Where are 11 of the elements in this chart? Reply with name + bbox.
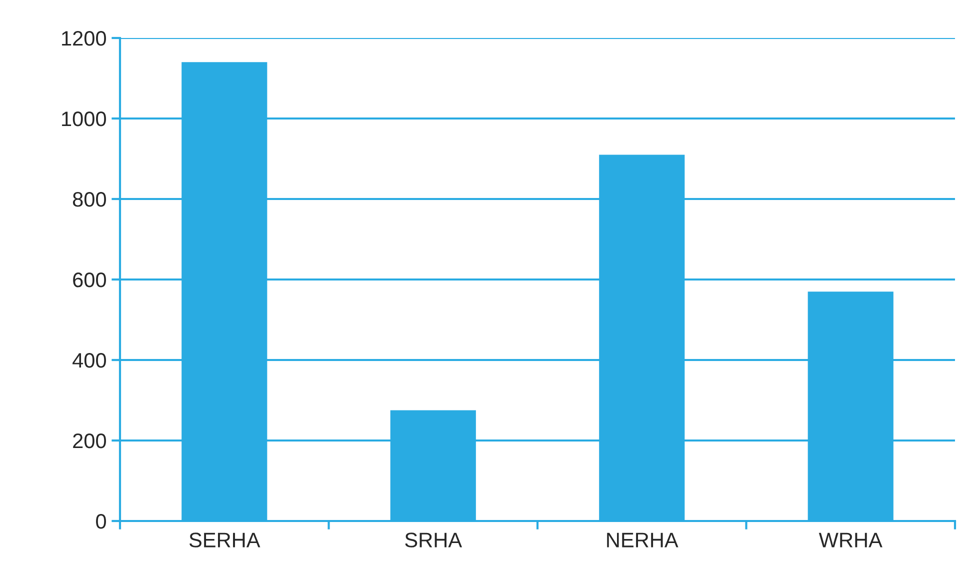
y-tick-label: 1000: [62, 112, 106, 126]
y-tick-label: 200: [73, 434, 106, 448]
y-tick-label: 800: [72, 192, 106, 207]
x-tick-label: SERHA: [189, 532, 260, 548]
y-tick-label: 1200: [62, 31, 106, 46]
x-tick-label: NERHA: [607, 532, 678, 548]
y-tick-label: 0: [96, 514, 106, 529]
x-tick-label: WRHA: [818, 532, 882, 548]
y-tick-label: 400: [72, 353, 106, 368]
y-tick-label: 600: [73, 272, 106, 288]
x-tick-label: SRHA: [405, 532, 462, 548]
